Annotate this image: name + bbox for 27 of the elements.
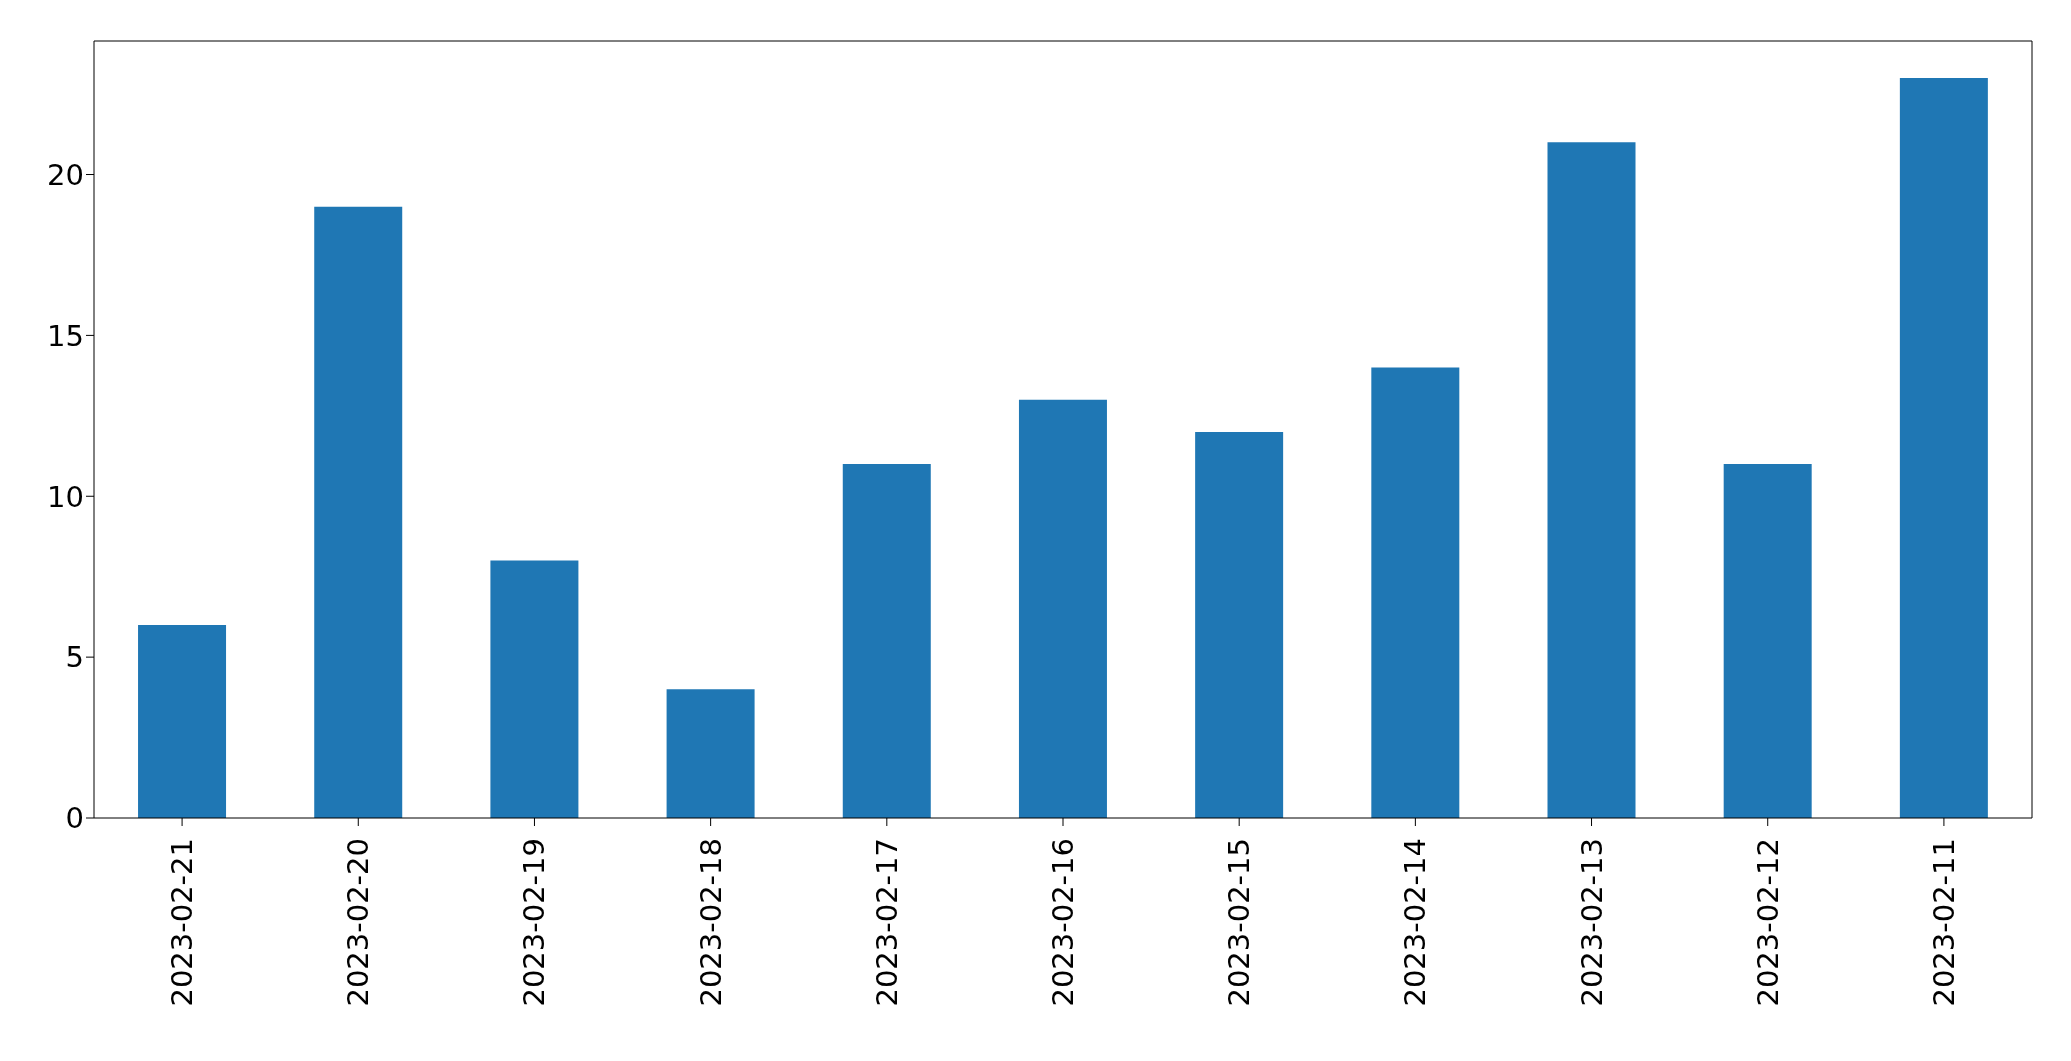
x-tick-label: 2023-02-12 <box>1750 838 1785 1007</box>
y-tick-label: 20 <box>47 157 84 192</box>
bar <box>1899 78 1988 818</box>
x-tick-label: 2023-02-17 <box>869 838 904 1007</box>
y-tick-label: 15 <box>47 318 84 353</box>
bar <box>314 206 403 818</box>
bar <box>1018 399 1107 818</box>
x-tick-label: 2023-02-19 <box>517 838 552 1007</box>
bar <box>1547 142 1636 818</box>
bar <box>1371 367 1460 818</box>
x-tick-label: 2023-02-15 <box>1222 838 1257 1007</box>
x-tick-label: 2023-02-21 <box>165 838 200 1007</box>
y-tick-label: 5 <box>65 640 84 675</box>
bar <box>1195 431 1284 818</box>
bar <box>1723 464 1812 818</box>
x-tick-label: 2023-02-13 <box>1574 838 1609 1007</box>
x-tick-label: 2023-02-11 <box>1926 838 1961 1007</box>
x-tick-label: 2023-02-16 <box>1046 838 1080 1007</box>
bar <box>842 464 931 818</box>
y-tick-label: 0 <box>65 801 84 836</box>
bar <box>666 689 755 818</box>
x-tick-label: 2023-02-14 <box>1398 838 1433 1007</box>
bar <box>138 624 227 818</box>
x-tick-label: 2023-02-18 <box>693 838 728 1007</box>
bar <box>490 560 579 818</box>
y-tick-label: 10 <box>47 479 84 514</box>
x-tick-label: 2023-02-20 <box>341 838 376 1007</box>
